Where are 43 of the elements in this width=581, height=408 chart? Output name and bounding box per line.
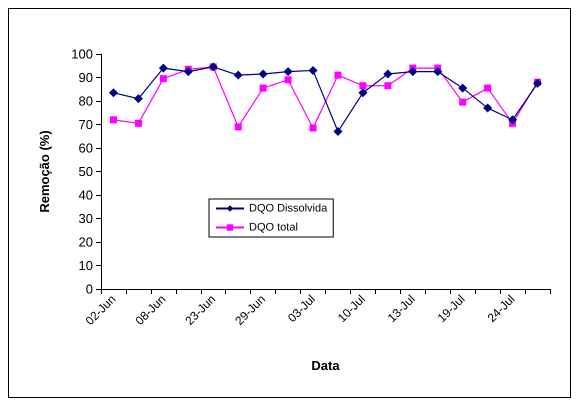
point xyxy=(483,104,492,113)
point xyxy=(308,66,318,75)
y-tick-label: 40 xyxy=(78,188,93,202)
point xyxy=(334,72,342,79)
point xyxy=(359,82,366,90)
y-tick-label: 100 xyxy=(71,46,93,62)
point xyxy=(408,67,418,76)
point xyxy=(484,84,492,92)
point xyxy=(184,67,193,76)
point xyxy=(459,98,466,106)
x-axis-title: Data xyxy=(311,358,340,373)
point xyxy=(234,123,242,130)
legend-label: DQO total xyxy=(249,222,298,234)
point xyxy=(458,84,468,93)
y-tick-label: 60 xyxy=(78,140,93,156)
y-tick-label: 20 xyxy=(78,234,93,250)
point xyxy=(358,88,368,98)
point xyxy=(310,124,317,132)
point xyxy=(284,67,293,76)
point xyxy=(333,127,342,136)
y-tick-label: 70 xyxy=(78,117,93,132)
point xyxy=(508,115,518,124)
point xyxy=(384,82,392,90)
y-tick-label: 10 xyxy=(78,258,93,273)
point xyxy=(108,88,118,98)
point xyxy=(383,69,392,78)
point xyxy=(234,70,243,80)
point xyxy=(134,94,143,104)
y-tick-label: 90 xyxy=(78,70,93,85)
y-tick-label: 50 xyxy=(78,164,93,179)
y-axis-title: Remoção (%) xyxy=(37,130,52,213)
point xyxy=(160,75,167,82)
y-tick-label: 30 xyxy=(78,211,93,226)
point xyxy=(284,76,292,84)
point xyxy=(134,120,142,127)
point xyxy=(433,67,442,76)
legend-label: DQO Dissolvida xyxy=(249,202,328,214)
point xyxy=(110,116,117,124)
point xyxy=(158,64,168,73)
y-tick-label: 80 xyxy=(78,94,93,108)
y-tick-label: 0 xyxy=(86,282,93,296)
point xyxy=(260,84,267,92)
point xyxy=(258,69,268,78)
